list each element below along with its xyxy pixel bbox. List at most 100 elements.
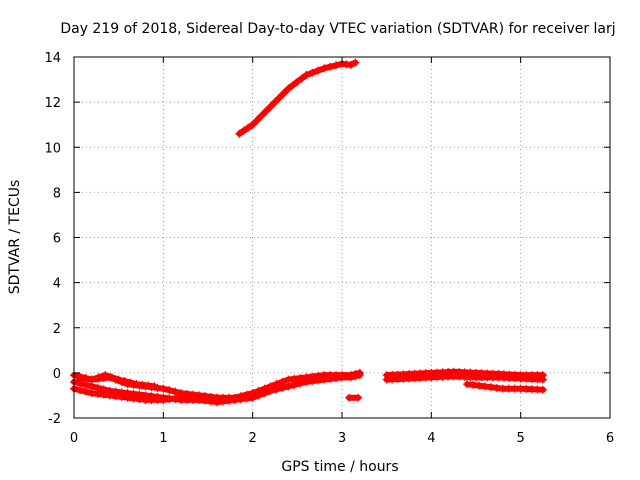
data-point-marker [302, 71, 311, 80]
data-point-marker [159, 384, 168, 393]
data-point-marker [171, 394, 180, 403]
data-point-marker [284, 375, 293, 384]
data-point-marker [201, 392, 210, 401]
data-point-marker [355, 371, 364, 380]
data-point-marker [120, 377, 129, 386]
data-point-marker [275, 93, 284, 102]
data-point-marker [87, 389, 96, 398]
data-point-marker [239, 126, 248, 135]
data-point-marker [308, 68, 317, 77]
data-point-marker [159, 395, 168, 404]
data-point-marker [165, 386, 174, 395]
data-point-marker [107, 373, 116, 382]
data-point-marker [132, 380, 141, 389]
data-point-marker [99, 390, 108, 399]
data-point-marker [539, 375, 547, 384]
y-tick-label: -2 [48, 412, 61, 427]
data-point-marker [253, 116, 262, 125]
data-point-marker [284, 84, 293, 93]
y-tick-label: 10 [44, 141, 61, 156]
data-point-marker [262, 107, 271, 116]
data-point-marker [218, 394, 227, 403]
data-point-marker [171, 387, 180, 396]
data-point-marker [293, 77, 302, 86]
data-point-marker [297, 74, 306, 83]
data-point-marker [126, 378, 135, 387]
data-point-marker [123, 393, 132, 402]
series-arc-8 [382, 372, 547, 384]
data-point-marker [284, 382, 293, 391]
data-point-marker [260, 389, 269, 398]
data-point-marker [135, 395, 144, 404]
data-point-marker [236, 394, 245, 403]
data-point-marker [266, 102, 275, 111]
y-axis-label: SDTVAR / TECUs [7, 180, 23, 295]
data-point-marker [257, 111, 266, 120]
series-arc-6 [345, 393, 363, 402]
y-tick-label: 6 [53, 232, 61, 247]
data-point-marker [81, 387, 90, 396]
data-point-marker [486, 383, 495, 392]
data-point-marker [177, 393, 186, 402]
grid-lines [74, 57, 610, 418]
data-point-marker [320, 375, 329, 384]
y-tick-label: 14 [44, 51, 61, 66]
chart-title: Day 219 of 2018, Sidereal Day-to-day VTE… [60, 21, 615, 37]
data-point-marker [332, 374, 341, 383]
data-point-marker [272, 385, 281, 394]
data-point-marker [183, 392, 192, 401]
data-point-marker [93, 389, 102, 398]
data-point-marker [469, 380, 478, 389]
data-point-marker [81, 380, 90, 389]
data-point-marker [74, 373, 83, 382]
series-arc-9 [463, 380, 547, 394]
data-point-marker [94, 373, 103, 382]
data-point-marker [150, 382, 159, 391]
y-tick-label: 2 [53, 322, 61, 337]
data-point-marker [266, 386, 275, 395]
data-point-marker [320, 64, 329, 73]
data-point-marker [354, 393, 363, 402]
data-point-marker [129, 394, 138, 403]
data-point-marker [111, 392, 120, 401]
data-series [70, 58, 547, 407]
data-point-marker [117, 392, 126, 401]
data-point-marker [492, 383, 501, 392]
data-point-marker [206, 392, 215, 401]
x-tick-label: 6 [606, 431, 614, 446]
y-tick-label: 0 [53, 367, 61, 382]
x-tick-label: 1 [159, 431, 167, 446]
data-point-marker [144, 381, 153, 390]
data-point-marker [87, 382, 96, 391]
data-point-marker [351, 58, 360, 67]
data-point-marker [351, 372, 360, 381]
x-tick-label: 2 [249, 431, 257, 446]
x-tick-label: 5 [517, 431, 525, 446]
data-point-marker [165, 395, 174, 404]
data-point-marker [278, 383, 287, 392]
data-point-marker [326, 62, 335, 71]
data-point-marker [326, 374, 335, 383]
data-point-marker [463, 380, 472, 389]
series-arc-4 [74, 371, 159, 391]
data-point-marker [244, 123, 253, 132]
y-tick-label: 4 [53, 277, 61, 292]
data-point-marker [480, 382, 489, 391]
data-point-marker [114, 375, 123, 384]
data-point-marker [314, 376, 323, 385]
data-point-marker [189, 392, 198, 401]
data-point-marker [248, 391, 257, 400]
x-tick-label: 0 [70, 431, 78, 446]
data-point-marker [314, 66, 323, 75]
data-point-marker [474, 381, 483, 390]
data-point-marker [224, 395, 233, 404]
data-point-marker [212, 393, 221, 402]
data-point-marker [138, 380, 147, 389]
data-point-marker [338, 373, 346, 382]
data-point-marker [105, 391, 114, 400]
data-point-marker [75, 386, 84, 395]
x-tick-label: 3 [338, 431, 346, 446]
data-point-marker [101, 371, 110, 380]
